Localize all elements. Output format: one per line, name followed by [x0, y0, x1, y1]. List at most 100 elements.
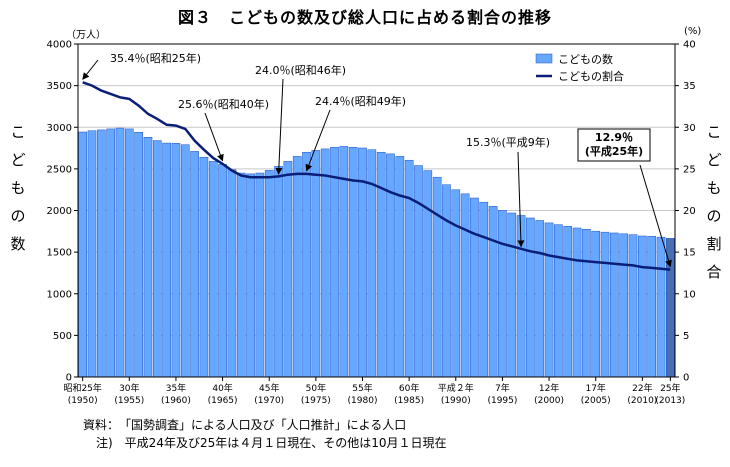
bar	[479, 201, 489, 378]
bar	[236, 172, 246, 378]
right-tick-label: 25	[683, 164, 696, 175]
bar	[451, 189, 461, 378]
right-tick-label: 5	[683, 331, 689, 342]
annotation-arrow	[305, 109, 331, 172]
x-tick-label: 昭和25年	[63, 382, 101, 394]
x-tick-sublabel: (1960)	[161, 396, 191, 406]
bar	[292, 156, 302, 378]
x-tick-label: 50年	[306, 382, 326, 394]
left-tick-label: 3000	[47, 123, 72, 134]
bar	[535, 220, 545, 378]
bar	[283, 161, 293, 378]
bar	[582, 228, 591, 378]
x-tick-sublabel: (1970)	[254, 396, 284, 406]
left-axis-label: こどもの数	[10, 123, 26, 253]
left-tick-label: 1500	[47, 248, 72, 259]
x-tick-label: 60年	[399, 382, 419, 394]
x-tick-sublabel: (1995)	[487, 396, 517, 406]
x-tick-sublabel: (1985)	[394, 396, 424, 406]
bar	[628, 234, 638, 378]
x-tick-sublabel: (1990)	[441, 396, 471, 406]
left-tick-label: 0	[66, 373, 72, 384]
annotation-label: 24.0％(昭和46年)	[255, 63, 346, 77]
bar	[544, 222, 554, 378]
bar	[432, 176, 442, 378]
bar	[554, 224, 563, 378]
bar	[264, 170, 274, 378]
bar	[600, 231, 610, 378]
x-tick-label: 45年	[259, 382, 279, 394]
legend-bar-swatch	[535, 53, 553, 64]
right-tick-label: 20	[683, 206, 696, 217]
bar	[666, 238, 675, 378]
annotation-arrow	[204, 112, 224, 162]
x-tick-label: 12年	[539, 382, 559, 394]
bar	[143, 136, 153, 378]
x-tick-sublabel: (2005)	[581, 396, 611, 406]
annotation-arrow	[82, 59, 99, 80]
bar	[498, 210, 507, 378]
annotation-label: 25.6％(昭和40年)	[178, 97, 269, 111]
x-tick-label: 25年	[660, 382, 680, 394]
bar	[97, 129, 106, 378]
date-note: 注) 平成24年及び25年は４月１日現在、その他は10月１日現在	[96, 436, 447, 450]
bar	[610, 232, 619, 378]
bar	[152, 140, 162, 378]
bar	[115, 127, 125, 378]
x-tick-label: 22年	[632, 382, 652, 394]
right-tick-label: 0	[683, 373, 689, 384]
bar	[563, 226, 573, 378]
bar	[619, 233, 629, 378]
left-tick-label: 500	[53, 331, 72, 342]
bar	[460, 193, 470, 378]
x-tick-sublabel: (1950)	[68, 396, 98, 406]
right-tick-label: 15	[683, 248, 696, 259]
bar	[180, 144, 190, 378]
bar	[656, 236, 666, 378]
x-tick-sublabel: (2000)	[534, 396, 564, 406]
bar	[442, 184, 451, 378]
annotation-label: 35.4％(昭和25年)	[110, 51, 201, 65]
right-tick-label: 10	[683, 289, 696, 300]
annotation-label: 24.4％(昭和49年)	[315, 94, 406, 108]
annotation-arrow	[639, 164, 672, 268]
line-series	[82, 81, 671, 271]
bar	[572, 227, 582, 378]
annotation-label: 12.9％	[595, 131, 633, 144]
left-axis-unit: （万人）	[66, 30, 106, 41]
left-tick-label: 2000	[47, 206, 72, 217]
annotation-arrow	[517, 151, 525, 248]
bar	[386, 153, 395, 378]
bar	[246, 173, 255, 378]
right-tick-label: 35	[683, 81, 696, 92]
left-tick-label: 3500	[47, 81, 72, 92]
bar	[311, 150, 321, 378]
bar	[414, 165, 423, 378]
bar	[404, 159, 414, 378]
bar	[330, 146, 339, 378]
x-tick-sublabel: (2010)	[627, 396, 657, 406]
annotation-label: 15.3％(平成9年)	[466, 135, 550, 149]
bar	[526, 217, 535, 378]
bar	[171, 143, 181, 378]
x-tick-sublabel: (1955)	[114, 396, 144, 406]
bar	[638, 235, 647, 378]
right-tick-label: 30	[683, 123, 696, 134]
annotation-box	[577, 128, 651, 162]
x-tick-label: 30年	[119, 382, 139, 394]
bar	[199, 156, 209, 378]
bar	[423, 170, 433, 378]
bar	[302, 151, 311, 378]
left-tick-label: 4000	[47, 40, 72, 51]
bar	[218, 164, 227, 378]
bar	[134, 131, 143, 378]
x-tick-label: 40年	[212, 382, 232, 394]
bar	[208, 161, 218, 378]
bar	[124, 128, 134, 378]
bar	[395, 156, 405, 378]
legend-bar-label: こどもの数	[558, 53, 613, 66]
right-tick-label: 40	[683, 40, 696, 51]
right-axis-unit: (%)	[684, 26, 702, 37]
bar	[470, 197, 479, 378]
